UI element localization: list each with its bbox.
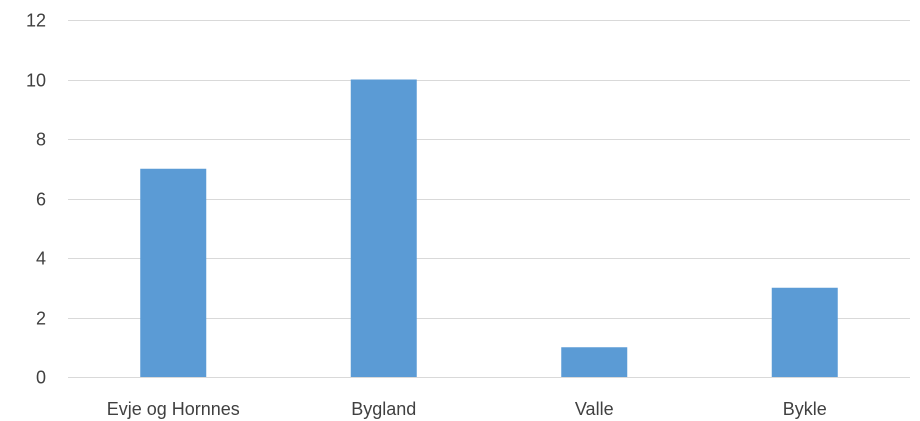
bar-evje-og-hornnes [140,168,207,377]
y-tick-label: 6 [36,190,46,210]
x-axis-tick-labels: Evje og Hornnes Bygland Valle Bykle [107,399,827,419]
bar-valle [561,347,628,377]
gridlines [68,20,910,378]
x-tick-label: Bykle [783,399,827,419]
y-tick-label: 12 [26,11,46,31]
y-tick-label: 8 [36,130,46,150]
x-tick-label: Bygland [351,399,416,419]
y-tick-label: 10 [26,71,46,91]
bars [140,79,838,377]
y-tick-label: 4 [36,249,46,269]
x-tick-label: Valle [575,399,614,419]
y-tick-label: 0 [36,368,46,388]
bar-bygland [350,79,417,377]
x-tick-label: Evje og Hornnes [107,399,240,419]
y-tick-label: 2 [36,309,46,329]
bar-bykle [771,287,838,377]
y-axis-tick-labels: 0 2 4 6 8 10 12 [26,11,46,388]
